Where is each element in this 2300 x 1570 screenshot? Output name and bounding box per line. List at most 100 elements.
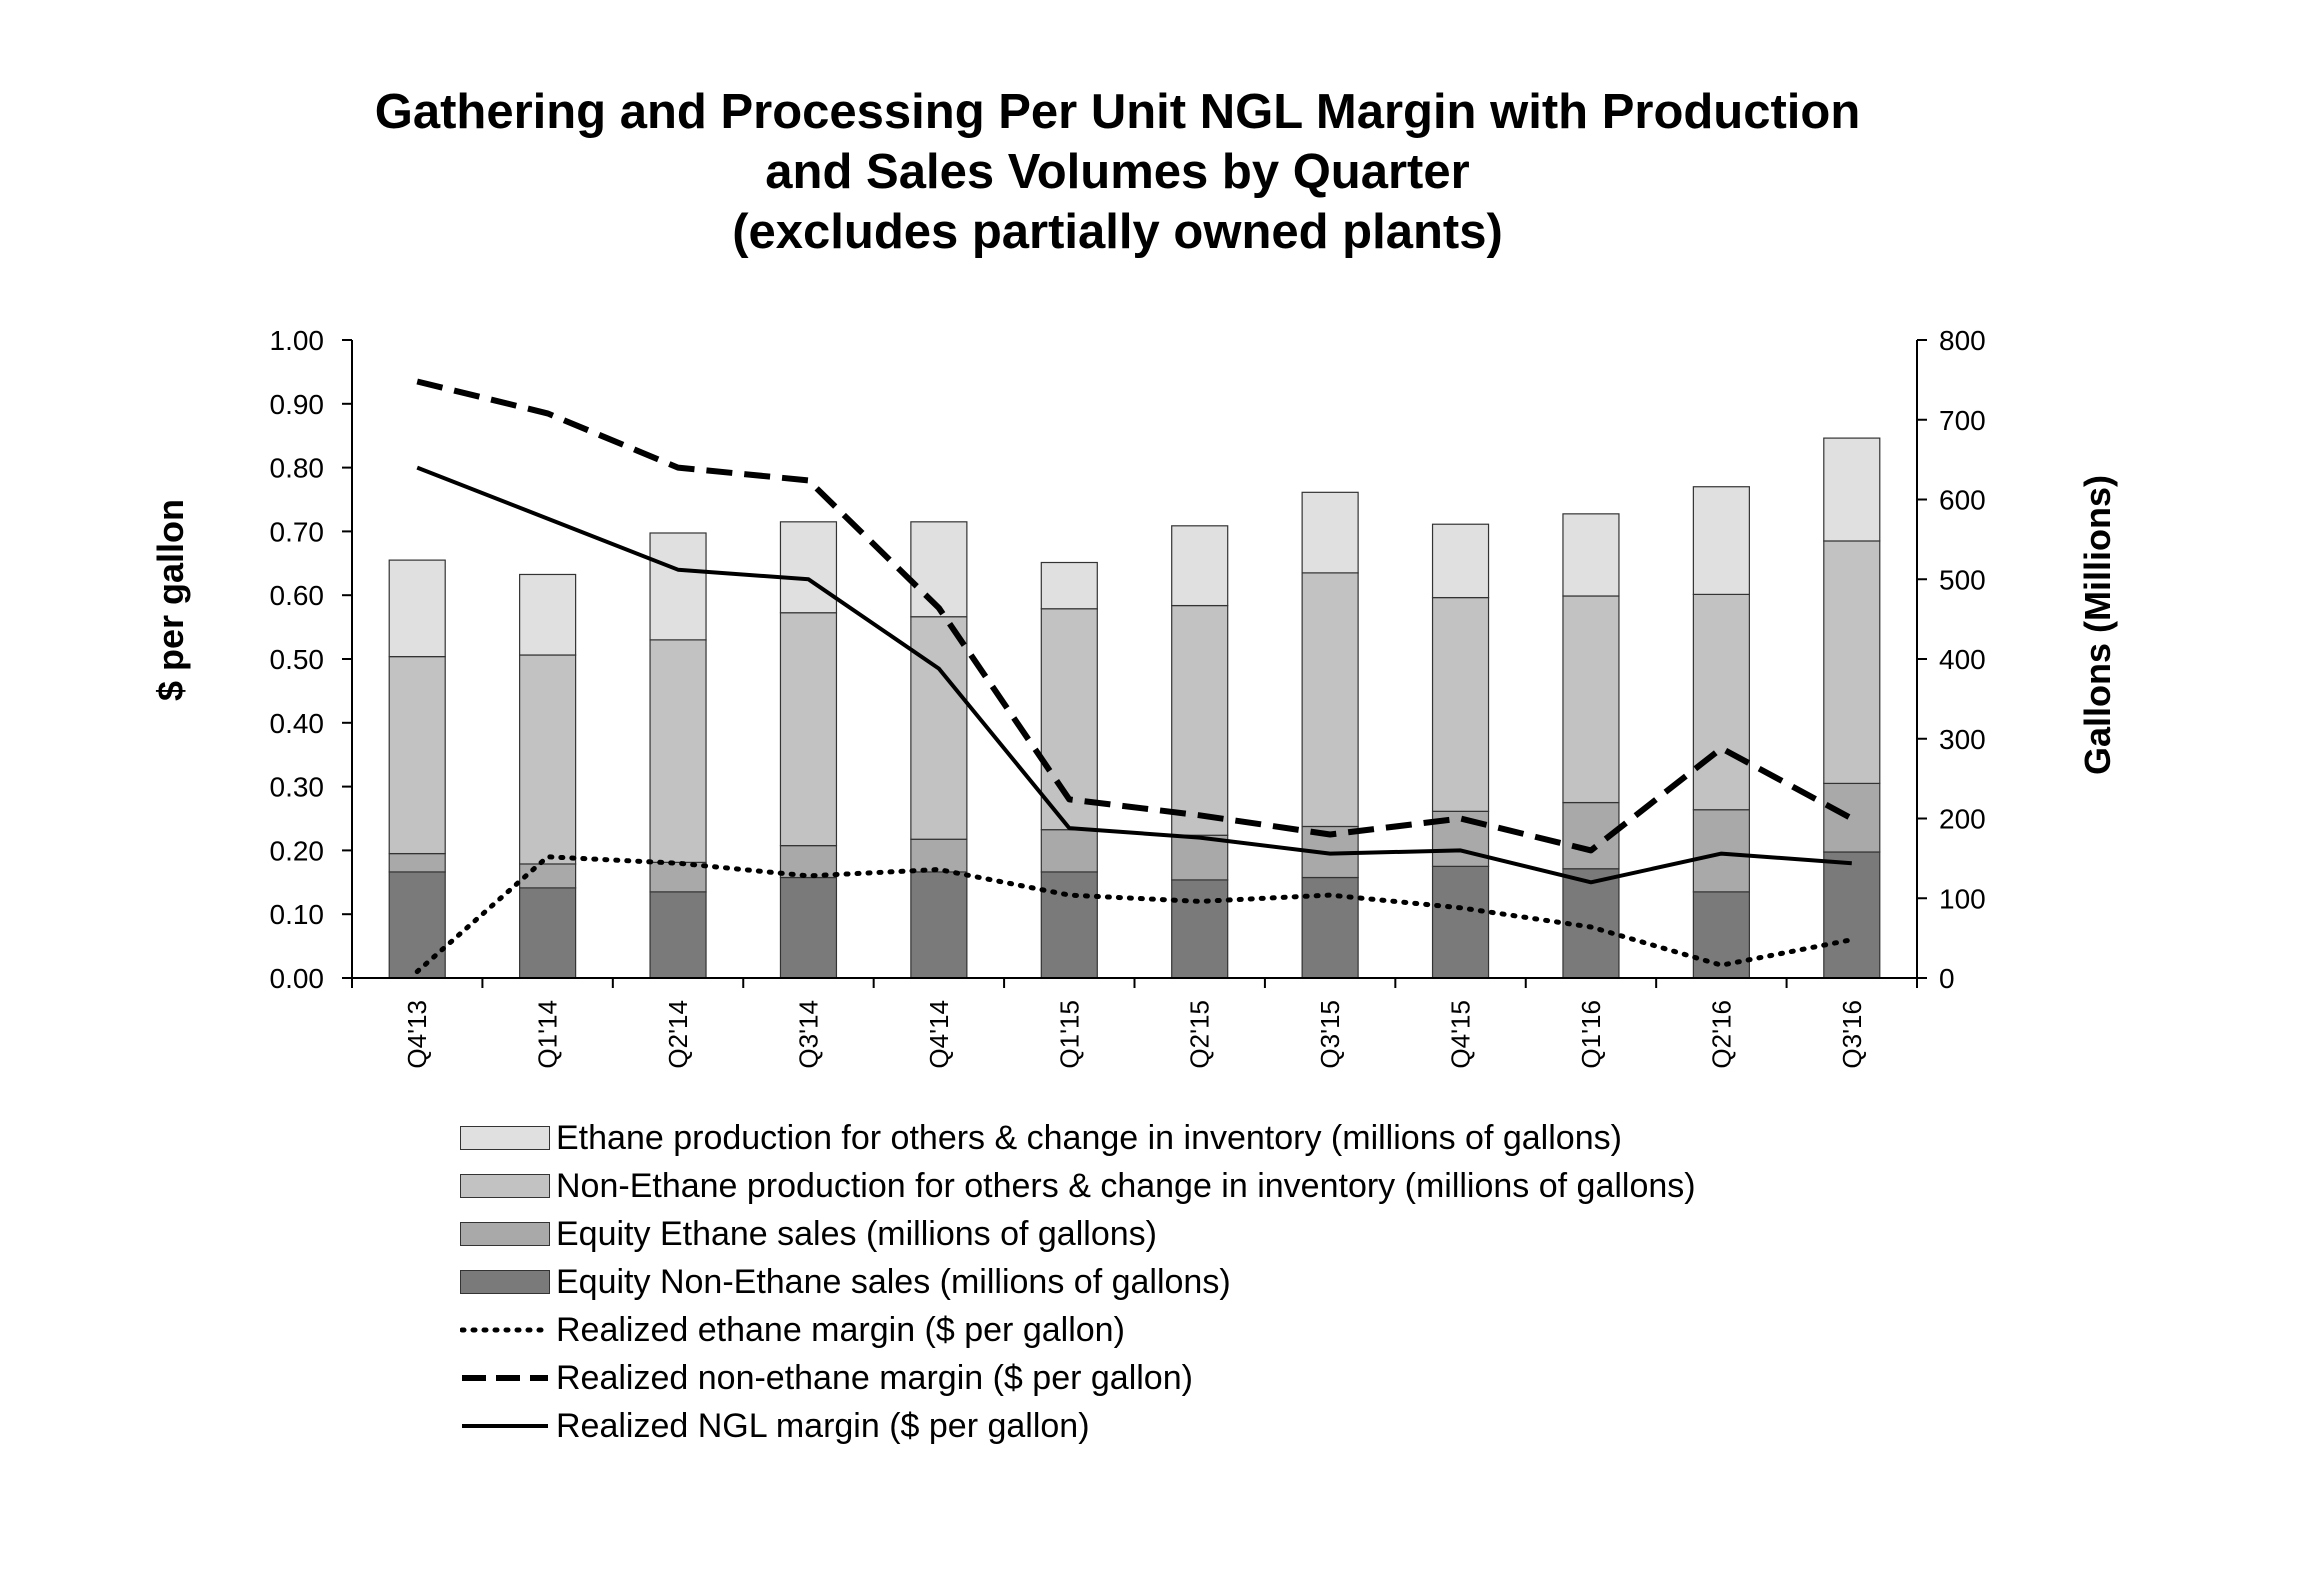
legend-label: Non-Ethane production for others & chang… (556, 1166, 1696, 1205)
legend-swatch (460, 1270, 550, 1294)
line-realized-ngl-margin-per-gallon (416, 465, 1852, 885)
y-axis-label-right: Gallons (Millions) (2077, 475, 2118, 775)
y-left-tick-label: 0.90 (270, 389, 325, 420)
line-realized-non-ethane-margin-per-gallon (416, 378, 1854, 854)
bar-non-ethane-production-for-othe-q3-15 (1301, 572, 1359, 828)
bar-equity-ethane-sales-millions-o-q3-14 (779, 845, 838, 879)
x-tick-label: Q4'14 (924, 1000, 954, 1069)
line-layer (414, 378, 1855, 975)
y-left-tick-label: 0.10 (270, 899, 325, 930)
legend-label: Ethane production for others & change in… (556, 1118, 1622, 1157)
x-tick-label: Q3'14 (793, 1000, 823, 1069)
bar-layer (388, 437, 1881, 979)
chart-title-line-2: and Sales Volumes by Quarter (765, 145, 1470, 199)
legend-key (460, 1210, 550, 1258)
bar-non-ethane-production-for-othe-q2-16 (1692, 593, 1750, 811)
legend-key (460, 1354, 550, 1402)
bar-equity-ethane-sales-millions-o-q3-16 (1823, 782, 1881, 853)
chart-title-line-1: Gathering and Processing Per Unit NGL Ma… (374, 85, 1861, 139)
bar-non-ethane-production-for-othe-q3-16 (1823, 540, 1881, 785)
y-right-tick-label: 500 (1939, 564, 1986, 595)
legend-label: Equity Ethane sales (millions of gallons… (556, 1214, 1157, 1253)
bar-ethane-production-for-others-c-q2-16 (1692, 486, 1750, 596)
bar-equity-non-ethane-sales-millio-q3-16 (1823, 851, 1881, 979)
y-right-tick-label: 100 (1939, 883, 1986, 914)
bar-ethane-production-for-others-c-q4-15 (1431, 523, 1490, 599)
bar-ethane-production-for-others-c-q4-14 (910, 521, 968, 618)
bar-equity-non-ethane-sales-millio-q1-16 (1562, 868, 1620, 979)
y-left-tick-label: 0.50 (270, 644, 325, 675)
bar-equity-non-ethane-sales-millio-q1-14 (519, 887, 577, 979)
y-right-tick-label: 800 (1939, 325, 1986, 356)
x-tick-label: Q3'15 (1315, 1000, 1345, 1069)
bar-non-ethane-production-for-othe-q3-14 (779, 612, 838, 847)
legend-item: Equity Ethane sales (millions of gallons… (460, 1210, 1696, 1258)
legend-swatch (460, 1126, 550, 1150)
y-left-tick-label: 0.40 (270, 708, 325, 739)
bar-ethane-production-for-others-c-q1-14 (519, 573, 577, 656)
bar-equity-non-ethane-sales-millio-q4-15 (1431, 865, 1490, 979)
y-axis-label-left: $ per gallon (150, 499, 191, 701)
x-tick-label: Q2'14 (663, 1000, 693, 1069)
legend-key (460, 1162, 550, 1210)
legend-label: Realized non-ethane margin ($ per gallon… (556, 1358, 1193, 1397)
y-right-tick-label: 600 (1939, 485, 1986, 516)
x-tick-label: Q3'16 (1837, 1000, 1867, 1069)
legend-swatch (460, 1174, 550, 1198)
legend: Ethane production for others & change in… (460, 1114, 1696, 1450)
legend-key (460, 1402, 550, 1450)
legend-swatch (460, 1222, 550, 1246)
bar-equity-non-ethane-sales-millio-q4-14 (910, 871, 968, 979)
x-tick-label: Q1'15 (1054, 1000, 1084, 1069)
x-tick-label: Q2'15 (1185, 1000, 1215, 1069)
bar-equity-non-ethane-sales-millio-q3-14 (779, 876, 838, 979)
y-left-tick-label: 0.20 (270, 835, 325, 866)
legend-label: Realized NGL margin ($ per gallon) (556, 1406, 1090, 1445)
legend-key (460, 1114, 550, 1162)
bar-non-ethane-production-for-othe-q2-14 (649, 639, 707, 863)
legend-item: Realized non-ethane margin ($ per gallon… (460, 1354, 1696, 1402)
chart-title: Gathering and Processing Per Unit NGL Ma… (0, 82, 2235, 262)
y-left-tick-label: 0.30 (270, 772, 325, 803)
bar-equity-non-ethane-sales-millio-q2-15 (1171, 879, 1229, 979)
y-right-tick-label: 300 (1939, 724, 1986, 755)
bar-equity-non-ethane-sales-millio-q4-13 (388, 871, 446, 979)
x-tick-label: Q1'14 (533, 1000, 563, 1069)
legend-line-sample (462, 1375, 548, 1381)
bar-non-ethane-production-for-othe-q4-13 (388, 656, 446, 855)
bar-non-ethane-production-for-othe-q1-14 (519, 654, 577, 865)
bar-non-ethane-production-for-othe-q1-16 (1562, 595, 1620, 804)
bar-equity-non-ethane-sales-millio-q2-16 (1692, 891, 1750, 979)
bar-ethane-production-for-others-c-q3-14 (779, 521, 838, 614)
legend-item: Realized ethane margin ($ per gallon) (460, 1306, 1696, 1354)
x-tick-label: Q2'16 (1706, 1000, 1736, 1069)
legend-label: Realized ethane margin ($ per gallon) (556, 1310, 1125, 1349)
bar-ethane-production-for-others-c-q3-16 (1823, 437, 1881, 542)
bar-equity-ethane-sales-millions-o-q2-14 (649, 861, 707, 893)
bar-ethane-production-for-others-c-q2-14 (649, 532, 707, 641)
bar-equity-non-ethane-sales-millio-q2-14 (649, 891, 707, 979)
bar-non-ethane-production-for-othe-q4-15 (1431, 596, 1490, 812)
legend-item: Ethane production for others & change in… (460, 1114, 1696, 1162)
x-tick-label: Q1'16 (1576, 1000, 1606, 1069)
y-left-tick-label: 1.00 (270, 325, 325, 356)
y-left-tick-label: 0.70 (270, 516, 325, 547)
legend-item: Equity Non-Ethane sales (millions of gal… (460, 1258, 1696, 1306)
bar-non-ethane-production-for-othe-q4-14 (910, 616, 968, 840)
bar-equity-non-ethane-sales-millio-q1-15 (1040, 871, 1098, 979)
x-tick-label: Q4'13 (402, 1000, 432, 1069)
bar-ethane-production-for-others-c-q1-15 (1040, 561, 1098, 610)
legend-item: Realized NGL margin ($ per gallon) (460, 1402, 1696, 1450)
legend-line-sample (460, 1327, 550, 1333)
y-left-tick-label: 0.60 (270, 580, 325, 611)
line-realized-ethane-margin-per-gallon (414, 854, 1855, 975)
y-right-tick-label: 200 (1939, 804, 1986, 835)
bar-equity-ethane-sales-millions-o-q4-13 (388, 852, 446, 873)
bar-equity-ethane-sales-millions-o-q4-14 (910, 838, 968, 873)
y-right-tick-label: 0 (1939, 963, 1955, 994)
legend-key (460, 1306, 550, 1354)
y-left-tick-label: 0.80 (270, 453, 325, 484)
bar-equity-ethane-sales-millions-o-q2-16 (1692, 809, 1750, 893)
legend-line-sample (462, 1424, 548, 1428)
bar-ethane-production-for-others-c-q1-16 (1562, 513, 1620, 597)
